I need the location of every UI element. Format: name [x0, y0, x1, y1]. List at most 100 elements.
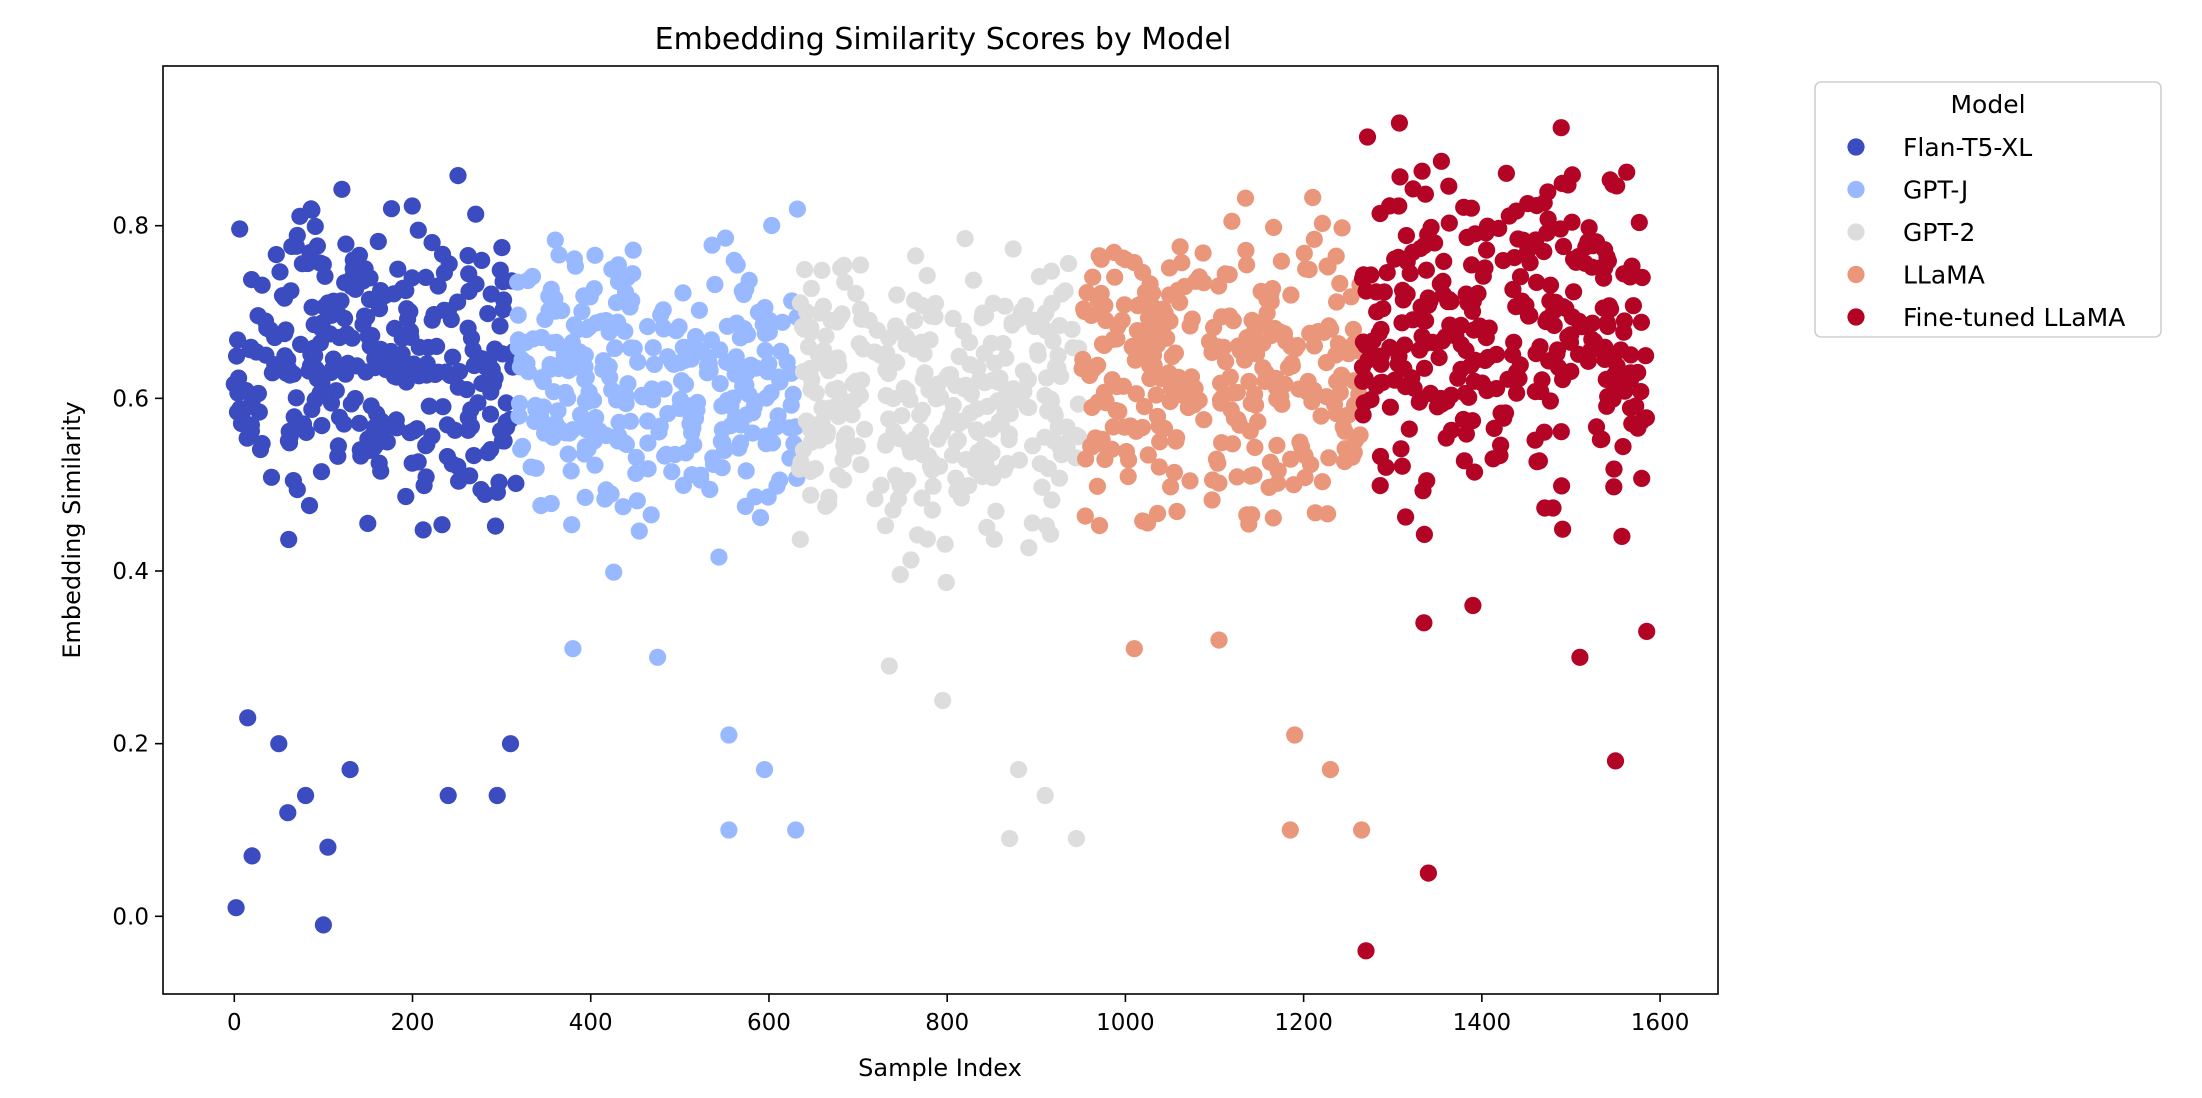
data-point: [720, 821, 738, 839]
data-point: [363, 327, 381, 345]
data-point: [1033, 478, 1051, 496]
data-point: [624, 265, 642, 283]
data-point: [1223, 212, 1241, 230]
data-point: [510, 394, 529, 413]
data-point: [586, 456, 604, 474]
data-point: [1003, 316, 1021, 334]
data-point: [1632, 383, 1650, 401]
data-point: [1336, 440, 1354, 458]
data-point: [802, 433, 820, 451]
data-point: [1283, 357, 1301, 375]
data-point: [918, 530, 936, 548]
y-tick-label: 0.0: [112, 904, 149, 930]
data-point: [1320, 449, 1338, 467]
data-point: [401, 424, 419, 442]
data-point: [889, 490, 908, 508]
data-point: [639, 460, 657, 478]
data-point: [969, 359, 987, 377]
data-point: [831, 307, 850, 325]
data-point: [745, 398, 763, 416]
data-point: [1478, 241, 1496, 259]
data-point: [731, 434, 750, 452]
data-point: [435, 301, 453, 319]
data-point: [1084, 268, 1102, 286]
data-point: [1134, 263, 1152, 281]
data-point: [1306, 504, 1324, 522]
data-point: [1510, 369, 1528, 388]
data-point: [1173, 254, 1191, 272]
data-point: [465, 356, 483, 375]
data-point: [1509, 230, 1527, 248]
data-point: [1264, 509, 1282, 527]
data-point: [1110, 402, 1128, 421]
data-point: [1169, 281, 1187, 299]
data-point: [1464, 596, 1482, 615]
data-point: [802, 380, 820, 399]
data-point: [467, 205, 485, 223]
data-point: [388, 419, 406, 437]
data-point: [1552, 423, 1570, 441]
data-point: [1296, 469, 1314, 487]
data-point: [228, 347, 246, 365]
data-point: [1618, 163, 1636, 181]
data-point: [1375, 283, 1393, 301]
data-point: [473, 251, 491, 269]
data-point: [763, 216, 781, 235]
legend-label: GPT-J: [1903, 176, 1968, 205]
data-point: [1485, 419, 1503, 437]
data-point: [683, 424, 701, 442]
data-point: [727, 348, 745, 366]
data-point: [847, 372, 865, 391]
data-point: [370, 454, 388, 472]
data-point: [462, 401, 480, 419]
data-point: [462, 417, 480, 436]
y-tick-label: 0.2: [112, 732, 149, 758]
data-point: [1036, 786, 1054, 805]
data-point: [1602, 347, 1620, 365]
data-point: [249, 307, 267, 325]
data-point: [243, 847, 261, 865]
data-point: [1001, 830, 1019, 848]
legend-label: GPT-2: [1903, 218, 1975, 247]
data-point: [517, 333, 535, 351]
data-point: [1419, 864, 1437, 882]
data-point: [1282, 450, 1300, 468]
data-point: [1496, 404, 1515, 422]
data-point: [609, 256, 628, 274]
data-point: [614, 498, 632, 516]
data-point: [1304, 188, 1322, 207]
data-point: [1151, 433, 1169, 451]
data-point: [630, 522, 648, 540]
data-point: [482, 285, 500, 303]
data-point: [1390, 114, 1408, 132]
data-point: [423, 234, 441, 252]
data-point: [732, 416, 750, 434]
data-point: [901, 391, 919, 409]
data-point: [964, 271, 983, 289]
data-point: [1602, 300, 1620, 318]
data-point: [368, 405, 386, 423]
data-point: [701, 480, 719, 499]
legend-title: Model: [1950, 90, 2025, 119]
data-point: [1133, 418, 1152, 437]
data-point: [1237, 241, 1255, 260]
data-point: [961, 333, 979, 351]
data-point: [757, 427, 775, 445]
data-point: [313, 417, 331, 435]
data-point: [1228, 383, 1246, 402]
data-point: [1351, 426, 1369, 444]
data-point: [1545, 302, 1563, 320]
data-point: [449, 167, 467, 185]
data-point: [1050, 469, 1069, 487]
data-point: [924, 477, 942, 495]
data-point: [280, 530, 298, 549]
data-point: [1305, 381, 1323, 399]
data-point: [1585, 332, 1604, 350]
data-point: [438, 416, 456, 434]
data-point: [1302, 456, 1320, 474]
data-point: [655, 380, 673, 398]
data-point: [312, 463, 331, 481]
data-point: [547, 333, 565, 351]
data-point: [1474, 267, 1492, 285]
data-point: [497, 394, 515, 412]
